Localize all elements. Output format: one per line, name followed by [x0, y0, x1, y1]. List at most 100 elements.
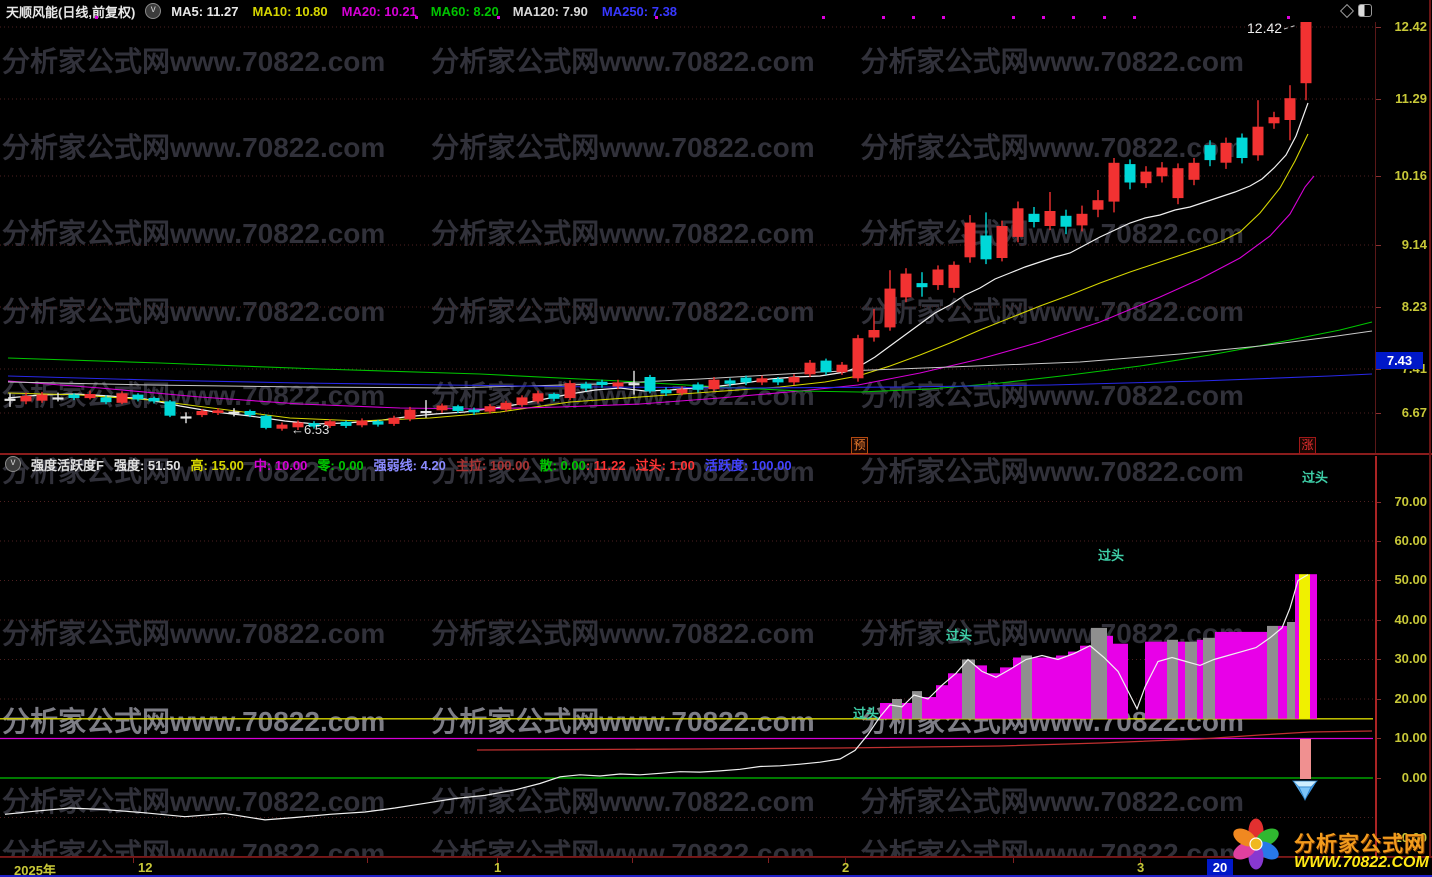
- main-candlestick-chart[interactable]: [0, 22, 1432, 453]
- indicator-label-2: 高: 15.00: [190, 457, 244, 473]
- axis-tick: [1375, 413, 1381, 414]
- signal-marker-rise: 涨: [1299, 437, 1316, 454]
- indicator-label-7: 散: 0.00: [539, 457, 586, 473]
- ma-values-row: MA5: 11.27 MA10: 10.80 MA20: 10.21 MA60: 8.…: [171, 4, 691, 19]
- axis-tick: [1375, 541, 1381, 542]
- indicator-label-9: 过头: 1.00: [635, 457, 695, 473]
- axis-tick: [1375, 369, 1381, 370]
- indicator-label-1: 强度: 51.50: [113, 457, 181, 473]
- split-panel-icon[interactable]: [1358, 4, 1372, 17]
- price-axis-label: 11.29: [1395, 91, 1427, 106]
- axis-tick: [1375, 502, 1381, 503]
- indicator-label-5: 强弱线: 4.20: [373, 457, 446, 473]
- time-axis-tick: [1140, 858, 1141, 863]
- watermark-row: 分析家公式网www.70822.com 分析家公式网www.70822.com 分析…: [2, 296, 1244, 327]
- axis-tick: [1375, 659, 1381, 660]
- price-axis-label: 12.42: [1394, 19, 1427, 34]
- chevron-down-icon[interactable]: v: [145, 3, 162, 19]
- signal-dot: [1287, 16, 1290, 19]
- time-axis-bar[interactable]: 2025年 20 12 1 2 3: [0, 857, 1432, 877]
- signal-dot: [942, 16, 945, 19]
- signal-dots-layer: [0, 0, 1432, 22]
- indicator-label-8: : 11.22: [585, 457, 626, 473]
- watermark-row: 分析家公式网www.70822.com 分析家公式网www.70822.com 分析…: [2, 618, 1244, 649]
- signal-dot: [1012, 16, 1015, 19]
- ma-label-2: MA20: 10.21: [341, 3, 417, 19]
- signal-dot: [1072, 16, 1075, 19]
- month-label: 1: [494, 860, 502, 875]
- year-label: 2025年: [14, 863, 56, 877]
- signal-dot: [497, 16, 500, 19]
- signal-dot: [882, 16, 885, 19]
- indicator-axis-label: 30.00: [1394, 651, 1427, 666]
- time-axis-tick: [845, 858, 846, 863]
- signal-dot: [912, 16, 915, 19]
- flower-logo-icon: [1233, 818, 1279, 870]
- signal-dot: [1103, 16, 1106, 19]
- panel-divider: [0, 453, 1432, 455]
- indicator-axis-label: -10.00: [1390, 830, 1427, 845]
- watermark-row: 分析家公式网www.70822.com 分析家公式网www.70822.com 分析…: [2, 218, 1244, 249]
- indicator-axis-label: 60.00: [1394, 533, 1427, 548]
- logo-site-name: 分析家公式网: [1294, 833, 1426, 856]
- axis-tick: [1375, 699, 1381, 700]
- window-right-border: [1429, 0, 1431, 877]
- ma-label-3: MA60: 8.20: [430, 3, 499, 19]
- indicator-label-3: 中: 10.00: [253, 457, 308, 473]
- price-axis-label: 9.14: [1401, 237, 1427, 252]
- month-label: 3: [1137, 860, 1145, 875]
- time-axis-tick: [133, 858, 134, 863]
- ma-label-5: MA250: 7.38: [601, 3, 678, 19]
- indicator-header: v 强度活跃度F 强度: 51.50 高: 15.00 中: 10.00 零: 0.00…: [0, 455, 1432, 473]
- site-logo: 分析家公式网 WWW.70822.COM: [1222, 814, 1432, 877]
- axis-tick: [1375, 838, 1381, 839]
- time-axis-tick: [497, 858, 498, 863]
- main-chart-header: 天顺风能(日线,前复权) v MA5: 11.27 MA10: 10.80 MA20…: [0, 0, 1432, 22]
- indicator-axis-label: 0.00: [1401, 770, 1427, 785]
- indicator-values-row: 强度活跃度F 强度: 51.50 高: 15.00 中: 10.00 零: 0.00 强弱…: [31, 455, 802, 474]
- date-badge: 20: [1207, 859, 1233, 876]
- axis-tick: [1375, 99, 1381, 100]
- price-axis-label: 8.23: [1401, 299, 1427, 314]
- stock-title: 天顺风能(日线,前复权): [6, 4, 136, 20]
- axis-tick: [1375, 778, 1381, 779]
- month-label: 12: [138, 860, 153, 875]
- overbought-label: 过头: [1098, 548, 1125, 563]
- signal-dot: [1133, 16, 1136, 19]
- logo-site-url: WWW.70822.COM: [1294, 854, 1429, 871]
- signal-dot: [415, 16, 418, 19]
- current-price-badge: 7.43: [1376, 352, 1423, 369]
- main-chart-right-border: [1375, 22, 1376, 453]
- axis-tick: [1375, 245, 1381, 246]
- indicator-axis-label: 40.00: [1394, 612, 1427, 627]
- indicator-label-4: 零: 0.00: [317, 457, 364, 473]
- indicator-axis-label: 10.00: [1394, 730, 1427, 745]
- price-axis-label: 6.67: [1401, 405, 1427, 420]
- axis-tick: [1375, 580, 1381, 581]
- high-price-annotation: 12.42: [1247, 20, 1283, 36]
- signal-dot: [822, 16, 825, 19]
- indicator-label-0: 强度活跃度F: [31, 457, 104, 473]
- right-price-axis: 12.4211.2910.169.148.237.416.6770.0060.0…: [1375, 0, 1432, 877]
- price-axis-label: 10.16: [1394, 168, 1427, 183]
- indicator-chart[interactable]: [0, 456, 1432, 856]
- watermark-row: 分析家公式网www.70822.com 分析家公式网www.70822.com 分析…: [2, 132, 1244, 163]
- overbought-label: 过头: [946, 628, 973, 643]
- ma-label-1: MA10: 10.80: [252, 3, 328, 19]
- time-axis-tick: [1013, 858, 1014, 863]
- bottom-edge-line: [0, 875, 1432, 877]
- signal-dot: [1042, 16, 1045, 19]
- month-label: 2: [842, 860, 850, 875]
- signal-dot: [95, 16, 98, 19]
- overbought-label: 过头: [853, 706, 880, 721]
- time-axis-tick: [768, 858, 769, 863]
- indicator-label-10: 活跃度: 100.00: [704, 457, 792, 473]
- chevron-down-icon[interactable]: v: [5, 456, 21, 472]
- axis-tick: [1375, 176, 1381, 177]
- axis-tick: [1375, 738, 1381, 739]
- axis-tick: [1375, 620, 1381, 621]
- overbought-label: 过头: [1302, 470, 1329, 485]
- indicator-axis-label: 20.00: [1394, 691, 1427, 706]
- signal-dot: [655, 16, 658, 19]
